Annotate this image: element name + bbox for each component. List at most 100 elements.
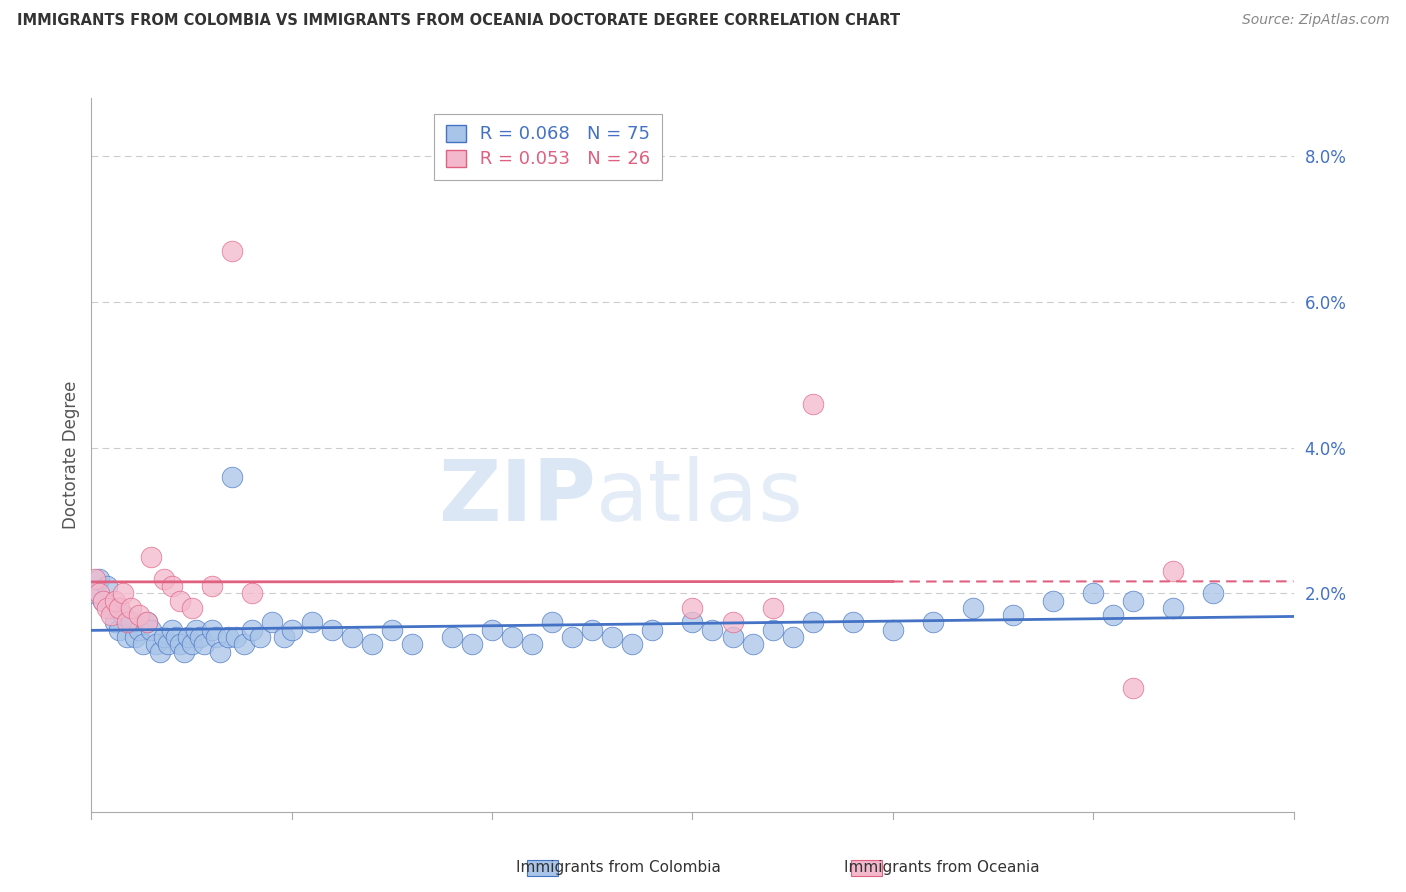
Point	[481, 623, 503, 637]
Point	[112, 586, 135, 600]
Point	[922, 615, 945, 630]
Point	[1122, 593, 1144, 607]
Point	[173, 644, 195, 658]
Point	[1042, 593, 1064, 607]
Point	[112, 608, 135, 623]
Point	[641, 623, 664, 637]
Point	[501, 630, 523, 644]
Point	[193, 637, 215, 651]
Point	[621, 637, 644, 651]
Point	[240, 623, 263, 637]
Y-axis label: Doctorate Degree: Doctorate Degree	[62, 381, 80, 529]
Point	[301, 615, 323, 630]
Point	[1163, 600, 1185, 615]
Point	[461, 637, 484, 651]
Point	[681, 600, 703, 615]
Point	[401, 637, 423, 651]
Text: ZIP: ZIP	[439, 456, 596, 540]
Point	[702, 623, 724, 637]
Point	[201, 623, 224, 637]
Point	[145, 637, 167, 651]
Point	[221, 469, 243, 483]
Point	[260, 615, 283, 630]
Point	[96, 579, 118, 593]
Point	[1001, 608, 1024, 623]
Point	[160, 579, 183, 593]
Point	[721, 630, 744, 644]
Point	[93, 593, 115, 607]
Point	[217, 630, 239, 644]
Point	[89, 572, 111, 586]
Text: atlas: atlas	[596, 456, 804, 540]
Point	[128, 608, 150, 623]
Point	[581, 623, 603, 637]
Point	[180, 637, 202, 651]
Point	[240, 586, 263, 600]
Point	[541, 615, 564, 630]
Point	[96, 600, 118, 615]
Point	[148, 644, 170, 658]
Point	[1122, 681, 1144, 695]
Point	[1102, 608, 1125, 623]
Point	[100, 608, 122, 623]
Point	[141, 549, 163, 564]
Point	[169, 637, 191, 651]
Point	[801, 615, 824, 630]
Point	[225, 630, 247, 644]
Point	[841, 615, 863, 630]
Point	[152, 572, 174, 586]
Point	[160, 623, 183, 637]
Point	[1083, 586, 1105, 600]
Point	[93, 593, 115, 607]
Point	[360, 637, 382, 651]
Point	[440, 630, 463, 644]
Point	[108, 600, 131, 615]
Point	[1163, 565, 1185, 579]
Point	[128, 623, 150, 637]
Point	[962, 600, 984, 615]
Point	[204, 630, 226, 644]
Point	[121, 615, 143, 630]
Point	[762, 600, 785, 615]
Legend:  R = 0.068   N = 75,  R = 0.053   N = 26: R = 0.068 N = 75, R = 0.053 N = 26	[434, 113, 662, 180]
Point	[681, 615, 703, 630]
Point	[321, 623, 343, 637]
Point	[104, 615, 127, 630]
Point	[561, 630, 583, 644]
Text: IMMIGRANTS FROM COLOMBIA VS IMMIGRANTS FROM OCEANIA DOCTORATE DEGREE CORRELATION: IMMIGRANTS FROM COLOMBIA VS IMMIGRANTS F…	[17, 13, 900, 29]
Point	[188, 630, 211, 644]
Point	[176, 630, 198, 644]
Point	[249, 630, 271, 644]
Point	[141, 623, 163, 637]
Point	[136, 615, 159, 630]
Text: Immigrants from Oceania: Immigrants from Oceania	[844, 860, 1040, 874]
Point	[117, 615, 139, 630]
Point	[136, 615, 159, 630]
Point	[232, 637, 254, 651]
Point	[381, 623, 404, 637]
Point	[84, 572, 107, 586]
Point	[152, 630, 174, 644]
Point	[156, 637, 179, 651]
Point	[132, 637, 155, 651]
Point	[165, 630, 187, 644]
Point	[124, 630, 146, 644]
Point	[89, 586, 111, 600]
Point	[117, 630, 139, 644]
Point	[741, 637, 763, 651]
Point	[201, 579, 224, 593]
Point	[602, 630, 624, 644]
Point	[721, 615, 744, 630]
Point	[801, 397, 824, 411]
Point	[104, 593, 127, 607]
Point	[782, 630, 804, 644]
Point	[221, 244, 243, 258]
Point	[208, 644, 231, 658]
Point	[522, 637, 544, 651]
Point	[108, 623, 131, 637]
Point	[121, 600, 143, 615]
Point	[169, 593, 191, 607]
Point	[882, 623, 904, 637]
Point	[762, 623, 785, 637]
Point	[281, 623, 304, 637]
